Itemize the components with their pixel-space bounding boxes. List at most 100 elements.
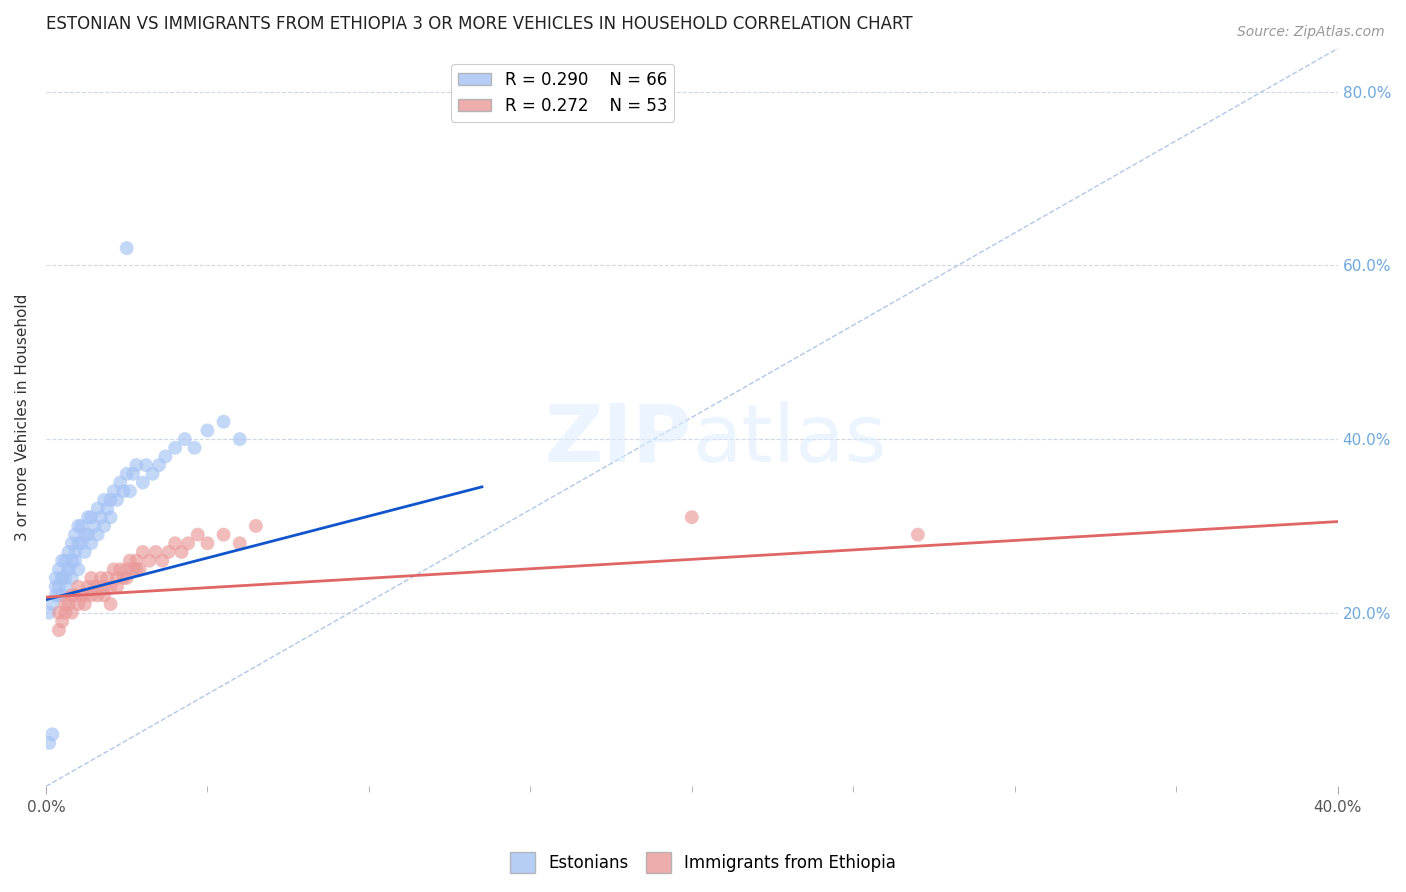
Point — [80, 536, 103, 550]
Legend: R = 0.290    N = 66, R = 0.272    N = 53: R = 0.290 N = 66, R = 0.272 N = 53 — [451, 64, 673, 122]
Point — [100, 580, 122, 594]
Point — [53, 606, 76, 620]
Point — [115, 241, 138, 255]
Point — [86, 527, 108, 541]
Point — [197, 536, 219, 550]
Point — [165, 441, 187, 455]
Point — [73, 527, 96, 541]
Point — [115, 571, 138, 585]
Point — [212, 527, 235, 541]
Point — [100, 510, 122, 524]
Point — [148, 458, 170, 472]
Point — [110, 562, 132, 576]
Point — [145, 545, 167, 559]
Point — [125, 562, 148, 576]
Point — [77, 527, 100, 541]
Point — [67, 519, 90, 533]
Y-axis label: 3 or more Vehicles in Household: 3 or more Vehicles in Household — [15, 293, 30, 541]
Point — [73, 597, 96, 611]
Point — [187, 527, 209, 541]
Point — [83, 519, 105, 533]
Point — [80, 588, 103, 602]
Point — [228, 432, 250, 446]
Point — [110, 475, 132, 490]
Point — [100, 492, 122, 507]
Point — [48, 623, 70, 637]
Point — [58, 545, 80, 559]
Point — [135, 458, 157, 472]
Point — [128, 562, 150, 576]
Point — [73, 545, 96, 559]
Point — [681, 510, 703, 524]
Point — [90, 510, 112, 524]
Point — [93, 588, 115, 602]
Point — [118, 554, 141, 568]
Point — [70, 588, 93, 602]
Point — [132, 545, 155, 559]
Point — [60, 571, 83, 585]
Point — [45, 588, 67, 602]
Point — [165, 536, 187, 550]
Point — [67, 562, 90, 576]
Point — [228, 536, 250, 550]
Point — [122, 467, 145, 481]
Point — [157, 545, 180, 559]
Text: ZIP: ZIP — [544, 401, 692, 478]
Point — [41, 597, 63, 611]
Point — [155, 450, 177, 464]
Point — [51, 571, 73, 585]
Point — [60, 588, 83, 602]
Point — [907, 527, 929, 541]
Point — [58, 597, 80, 611]
Point — [67, 580, 90, 594]
Point — [86, 588, 108, 602]
Point — [245, 519, 267, 533]
Point — [183, 441, 205, 455]
Point — [100, 597, 122, 611]
Point — [96, 501, 118, 516]
Point — [115, 562, 138, 576]
Point — [53, 571, 76, 585]
Point — [150, 554, 173, 568]
Point — [93, 580, 115, 594]
Point — [77, 510, 100, 524]
Point — [51, 571, 73, 585]
Point — [86, 580, 108, 594]
Point — [48, 606, 70, 620]
Point — [45, 580, 67, 594]
Point — [67, 536, 90, 550]
Point — [67, 597, 90, 611]
Point — [90, 571, 112, 585]
Point — [80, 571, 103, 585]
Point — [103, 484, 125, 499]
Point — [105, 580, 128, 594]
Point — [48, 562, 70, 576]
Point — [115, 467, 138, 481]
Point — [53, 580, 76, 594]
Point — [48, 588, 70, 602]
Point — [83, 580, 105, 594]
Point — [77, 580, 100, 594]
Point — [51, 615, 73, 629]
Point — [141, 467, 163, 481]
Point — [112, 484, 135, 499]
Point — [93, 492, 115, 507]
Point — [63, 588, 86, 602]
Point — [197, 424, 219, 438]
Point — [103, 562, 125, 576]
Point — [138, 554, 160, 568]
Point — [63, 554, 86, 568]
Point — [38, 606, 60, 620]
Point — [118, 484, 141, 499]
Point — [63, 545, 86, 559]
Point — [60, 536, 83, 550]
Point — [60, 554, 83, 568]
Point — [60, 606, 83, 620]
Point — [53, 554, 76, 568]
Text: atlas: atlas — [692, 401, 886, 478]
Legend: Estonians, Immigrants from Ethiopia: Estonians, Immigrants from Ethiopia — [503, 846, 903, 880]
Point — [45, 571, 67, 585]
Point — [38, 736, 60, 750]
Point — [170, 545, 193, 559]
Point — [58, 562, 80, 576]
